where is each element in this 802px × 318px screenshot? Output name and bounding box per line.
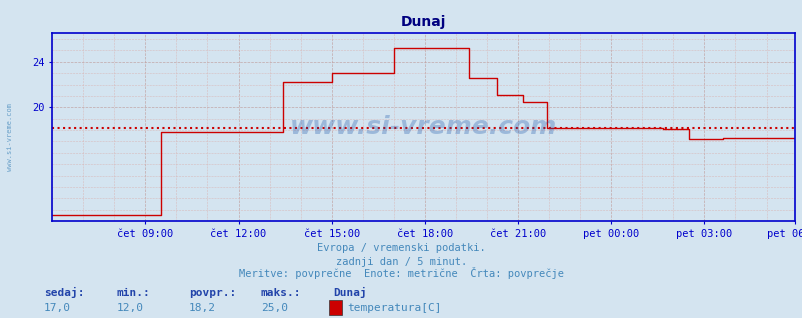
Text: Evropa / vremenski podatki.: Evropa / vremenski podatki. bbox=[317, 243, 485, 253]
Text: sedaj:: sedaj: bbox=[44, 287, 84, 298]
Text: temperatura[C]: temperatura[C] bbox=[346, 303, 441, 313]
Text: min.:: min.: bbox=[116, 288, 150, 298]
Text: 12,0: 12,0 bbox=[116, 303, 144, 313]
Text: 18,2: 18,2 bbox=[188, 303, 216, 313]
Text: zadnji dan / 5 minut.: zadnji dan / 5 minut. bbox=[335, 257, 467, 266]
Text: 25,0: 25,0 bbox=[261, 303, 288, 313]
Text: povpr.:: povpr.: bbox=[188, 288, 236, 298]
Text: www.si-vreme.com: www.si-vreme.com bbox=[6, 103, 13, 171]
Text: www.si-vreme.com: www.si-vreme.com bbox=[290, 115, 557, 139]
Text: Meritve: povprečne  Enote: metrične  Črta: povprečje: Meritve: povprečne Enote: metrične Črta:… bbox=[239, 267, 563, 279]
Text: Dunaj: Dunaj bbox=[333, 287, 367, 298]
Text: maks.:: maks.: bbox=[261, 288, 301, 298]
Text: 17,0: 17,0 bbox=[44, 303, 71, 313]
Title: Dunaj: Dunaj bbox=[400, 16, 446, 30]
